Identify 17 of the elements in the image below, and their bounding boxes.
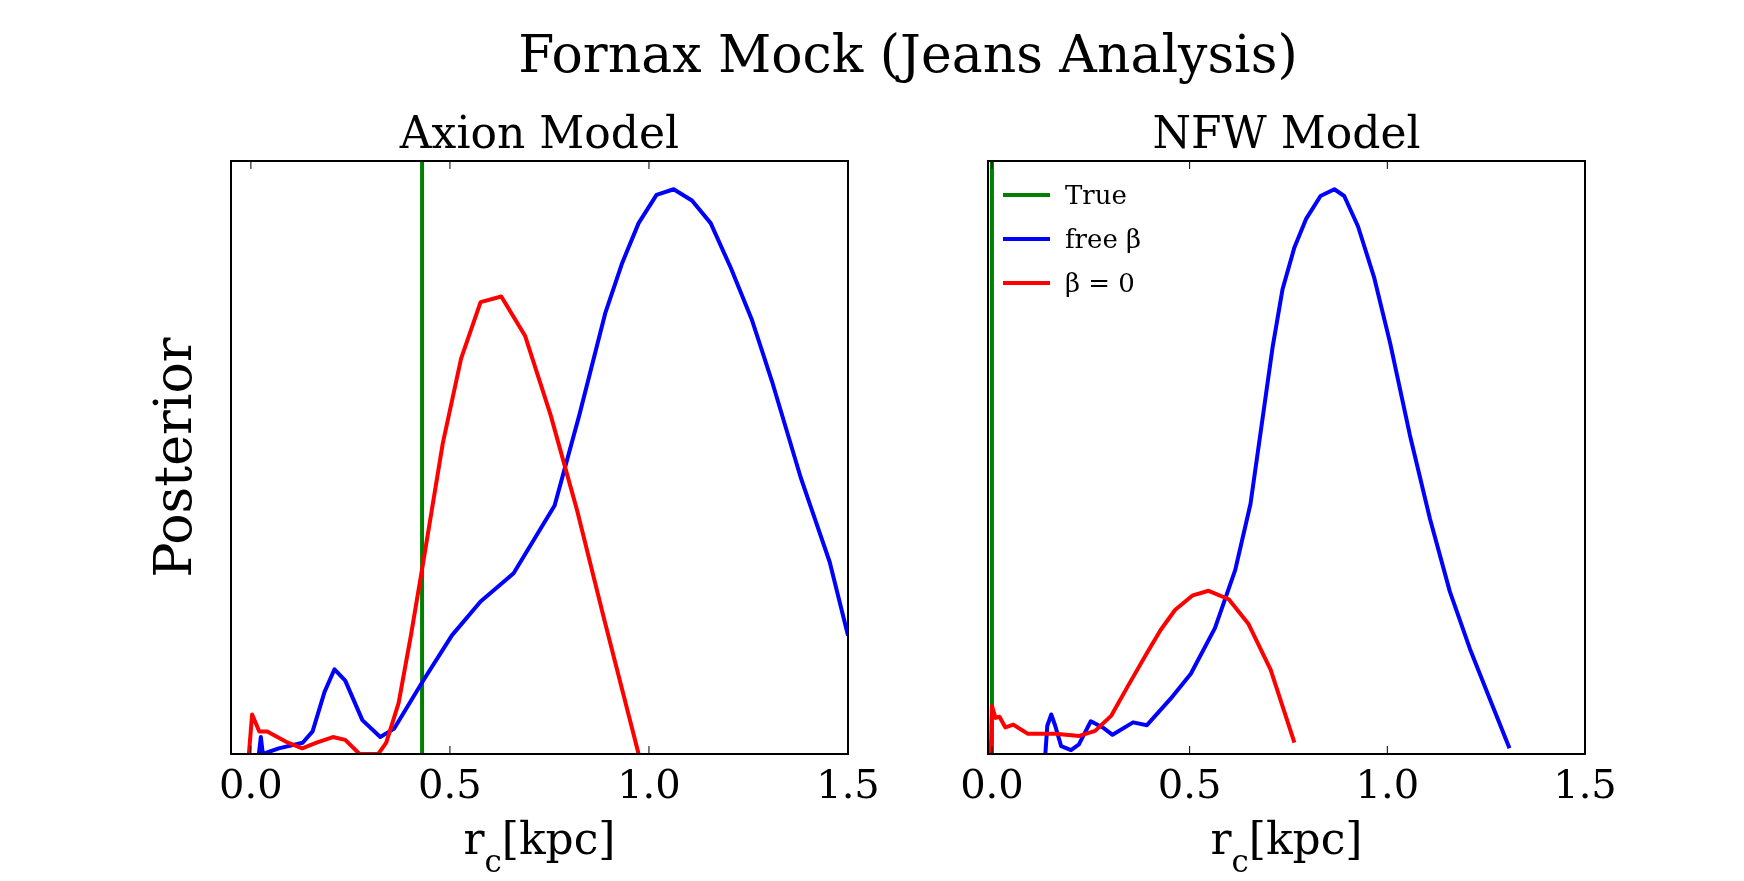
y-axis-title: Posterior (143, 337, 203, 578)
x-tick-label: 0.0 (219, 761, 283, 807)
chart-title: Fornax Mock (Jeans Analysis) (518, 24, 1298, 84)
chart-subtitle: Axion Model (398, 107, 680, 158)
x-tick-label: 1.5 (816, 761, 880, 807)
x-tick-label: 1.5 (1553, 761, 1617, 807)
chart-subtitle: NFW Model (1152, 107, 1421, 158)
x-tick-label: 0.0 (960, 761, 1024, 807)
x-tick-label: 0.5 (418, 761, 482, 807)
ref-line-label: True (1065, 180, 1127, 210)
x-axis-title: r$_{c}$[kpc] (463, 813, 616, 879)
legend-label: β = 0 (1065, 268, 1135, 298)
x-tick-label: 1.0 (617, 761, 681, 807)
x-axis-title: r$_{c}$[kpc] (1210, 813, 1363, 879)
x-tick-label: 1.0 (1355, 761, 1420, 807)
x-tick-label: 0.5 (1157, 761, 1222, 807)
legend-label: free β (1065, 224, 1142, 254)
